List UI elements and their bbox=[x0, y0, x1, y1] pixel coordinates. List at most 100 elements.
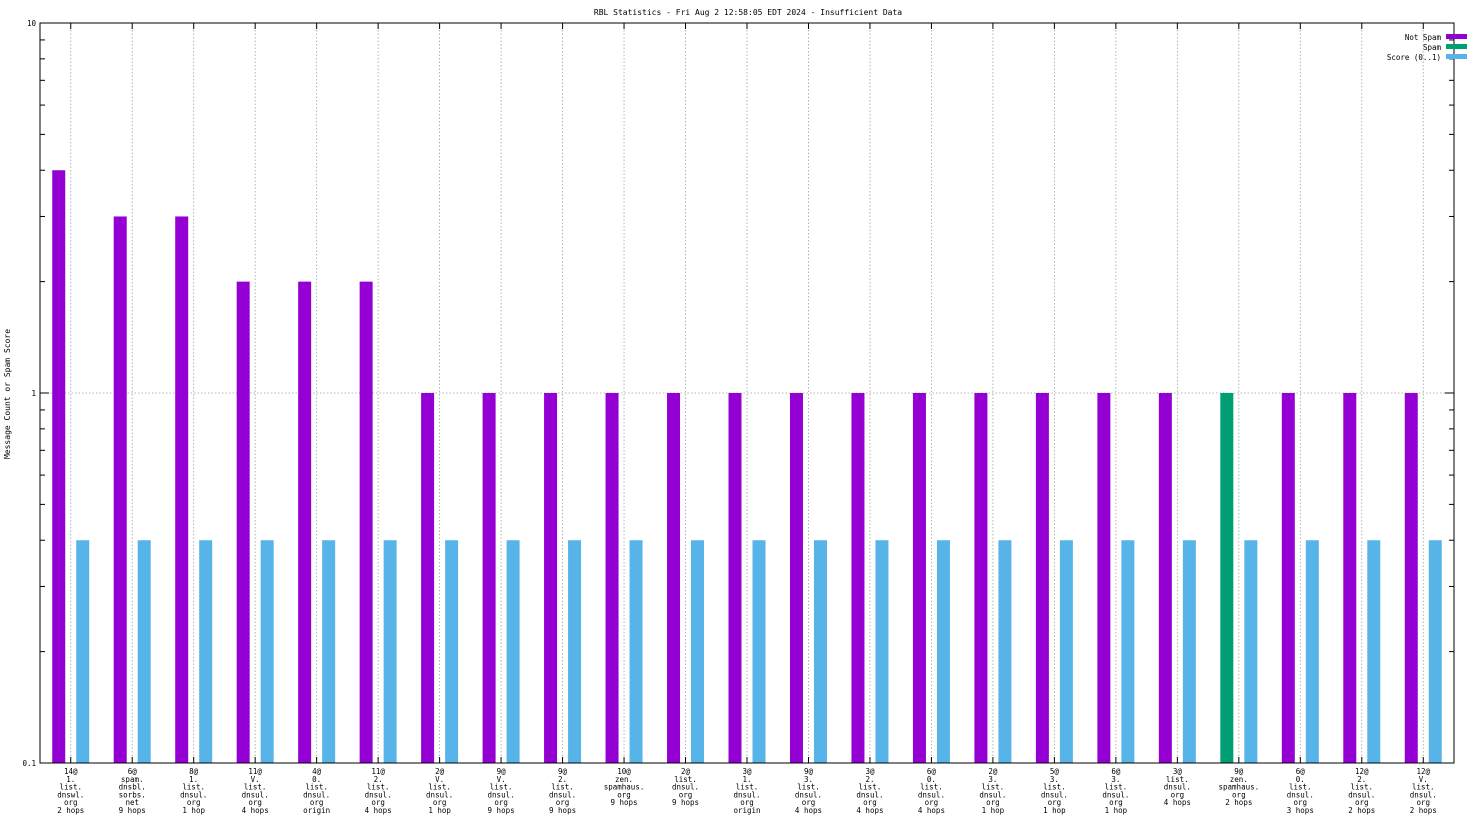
x-category-label: org bbox=[863, 798, 877, 807]
bar-score-0-1 bbox=[1244, 540, 1258, 763]
y-tick-label: 10 bbox=[27, 19, 37, 28]
x-category-label: 4@ bbox=[312, 767, 322, 776]
x-category-label: 0. bbox=[312, 775, 321, 784]
x-category-label: 6@ bbox=[1296, 767, 1306, 776]
bar-not-spam bbox=[482, 393, 496, 763]
x-category-label: org bbox=[310, 798, 324, 807]
bar-score-0-1 bbox=[629, 540, 643, 763]
bar-score-0-1 bbox=[1121, 540, 1135, 763]
x-category-label: dnsul. bbox=[918, 790, 945, 799]
x-category-label: 4 hops bbox=[918, 806, 945, 815]
x-category-label: org bbox=[556, 798, 570, 807]
x-category-label: 2 hops bbox=[57, 806, 84, 815]
bar-score-0-1 bbox=[383, 540, 397, 763]
x-category-label: org bbox=[1232, 790, 1246, 799]
x-category-label: org bbox=[1355, 798, 1369, 807]
x-category-label: org bbox=[187, 798, 201, 807]
x-category-label: dnsul. bbox=[549, 790, 576, 799]
x-category-label: list. bbox=[982, 783, 1005, 792]
bar-score-0-1 bbox=[322, 540, 336, 763]
x-category-label: 3@ bbox=[1173, 767, 1183, 776]
x-category-label: 2. bbox=[865, 775, 874, 784]
x-category-label: org bbox=[740, 798, 754, 807]
x-category-label: V. bbox=[497, 775, 506, 784]
x-category-label: dnsul. bbox=[1164, 783, 1191, 792]
y-axis-label: Message Count or Spam Score bbox=[3, 329, 12, 459]
bar-not-spam bbox=[544, 393, 558, 763]
x-category-label: list. bbox=[367, 783, 390, 792]
x-category-label: org bbox=[1171, 790, 1185, 799]
x-category-label: 2@ bbox=[681, 767, 691, 776]
x-category-label: dnsbl. bbox=[119, 783, 146, 792]
x-category-label: list. bbox=[1105, 783, 1128, 792]
legend-label: Spam bbox=[1423, 43, 1442, 52]
x-category-label: 1. bbox=[742, 775, 751, 784]
bar-not-spam bbox=[667, 393, 681, 763]
x-category-label: org bbox=[802, 798, 816, 807]
x-category-label: org bbox=[679, 790, 693, 799]
x-category-label: 3 hops bbox=[1287, 806, 1314, 815]
x-category-label: 1. bbox=[66, 775, 75, 784]
x-category-label: list. bbox=[305, 783, 328, 792]
x-category-label: 0. bbox=[927, 775, 936, 784]
x-category-label: list. bbox=[59, 783, 82, 792]
bar-not-spam bbox=[421, 393, 435, 763]
bar-score-0-1 bbox=[199, 540, 213, 763]
bar-not-spam bbox=[175, 216, 189, 763]
x-category-label: 12@ bbox=[1416, 767, 1430, 776]
x-category-label: zen. bbox=[615, 775, 633, 784]
x-category-label: org bbox=[248, 798, 262, 807]
x-category-label: 4 hops bbox=[1164, 798, 1191, 807]
x-category-label: spamhaus. bbox=[604, 783, 645, 792]
x-category-label: 2 hops bbox=[1225, 798, 1252, 807]
x-category-label: list. bbox=[490, 783, 513, 792]
bar-not-spam bbox=[52, 170, 66, 764]
x-category-label: list. bbox=[428, 783, 451, 792]
bar-not-spam bbox=[605, 393, 619, 763]
bar-not-spam bbox=[728, 393, 742, 763]
x-category-label: org bbox=[1109, 798, 1123, 807]
x-category-label: dnsul. bbox=[979, 790, 1006, 799]
bar-not-spam bbox=[789, 393, 803, 763]
x-category-label: 1 hop bbox=[1043, 806, 1066, 815]
x-category-label: spamhaus. bbox=[1219, 783, 1260, 792]
bar-score-0-1 bbox=[998, 540, 1012, 763]
bar-not-spam bbox=[1158, 393, 1172, 763]
y-tick-label: 1 bbox=[31, 389, 36, 398]
x-category-label: list. bbox=[859, 783, 882, 792]
x-category-label: 9@ bbox=[804, 767, 814, 776]
x-category-label: 3@ bbox=[865, 767, 875, 776]
bar-score-0-1 bbox=[1059, 540, 1073, 763]
bar-not-spam bbox=[1097, 393, 1111, 763]
x-category-label: dnsul. bbox=[180, 790, 207, 799]
bar-score-0-1 bbox=[137, 540, 151, 763]
x-category-label: 0. bbox=[1296, 775, 1305, 784]
x-category-label: V. bbox=[1419, 775, 1428, 784]
x-category-label: list. bbox=[551, 783, 574, 792]
x-category-label: 6@ bbox=[128, 767, 138, 776]
x-category-label: 4 hops bbox=[365, 806, 392, 815]
x-category-label: list. bbox=[736, 783, 759, 792]
x-category-label: 11@ bbox=[248, 767, 262, 776]
x-category-label: org bbox=[617, 790, 631, 799]
x-category-label: list. bbox=[1043, 783, 1066, 792]
legend-swatch bbox=[1446, 34, 1467, 39]
bar-not-spam bbox=[1404, 393, 1418, 763]
x-category-label: 3. bbox=[1050, 775, 1059, 784]
bar-not-spam bbox=[298, 281, 312, 763]
bar-not-spam bbox=[359, 281, 373, 763]
x-category-label: 2. bbox=[1357, 775, 1366, 784]
x-category-label: list. bbox=[244, 783, 267, 792]
x-category-label: org bbox=[1048, 798, 1062, 807]
x-category-label: 6@ bbox=[927, 767, 937, 776]
x-category-label: 3. bbox=[988, 775, 997, 784]
x-category-label: 9 hops bbox=[119, 806, 146, 815]
bar-score-0-1 bbox=[1182, 540, 1196, 763]
x-category-label: 2. bbox=[374, 775, 383, 784]
x-category-label: 1 hop bbox=[428, 806, 451, 815]
chart-title: RBL Statistics - Fri Aug 2 12:58:05 EDT … bbox=[594, 8, 902, 17]
x-category-label: 1. bbox=[189, 775, 198, 784]
x-category-label: 1 hop bbox=[982, 806, 1005, 815]
x-category-label: org bbox=[1294, 798, 1308, 807]
